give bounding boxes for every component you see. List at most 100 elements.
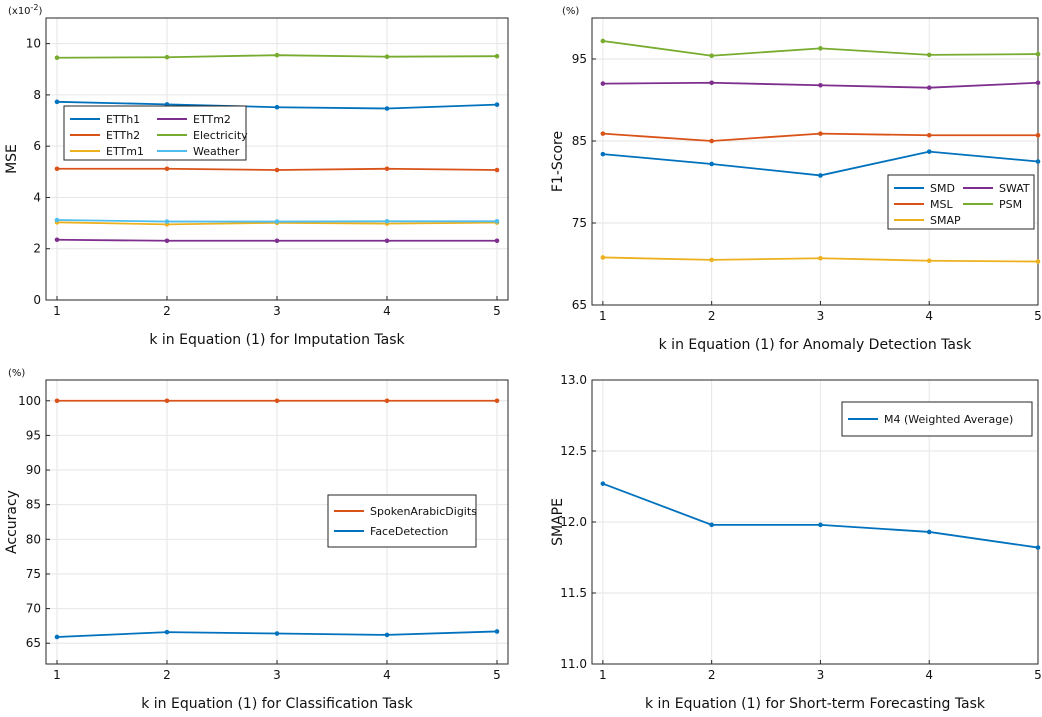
y-tick-label: 95 (572, 52, 587, 66)
data-point (164, 238, 170, 244)
y-axis-label: F1-Score (550, 131, 566, 192)
legend-label: SMD (930, 182, 955, 195)
legend: M4 (Weighted Average) (841, 401, 1033, 437)
legend-label: PSM (999, 198, 1022, 211)
data-point (274, 631, 280, 636)
data-point (54, 99, 60, 105)
legend-label: Electricity (193, 129, 248, 142)
x-axis-label: k in Equation (1) for Classification Tas… (141, 696, 413, 712)
data-point (384, 238, 390, 244)
y-tick-label: 11.0 (560, 657, 587, 671)
y-tick-label: 80 (26, 532, 41, 546)
y-tick-label: 10 (26, 37, 41, 51)
x-tick-label: 3 (817, 309, 825, 323)
legend-label: SMAP (930, 214, 961, 227)
legend-label: ETTm1 (106, 145, 144, 158)
data-point (600, 151, 606, 157)
axis-unit-label: (%) (8, 368, 25, 379)
chart-panel-3: 1 2 3 4 5 65 70 75 80 85 90 95 100 (%) k in Equation (… (4, 368, 509, 712)
x-tick-label: 3 (273, 668, 281, 682)
data-point (818, 173, 823, 178)
data-point (54, 237, 60, 243)
x-tick-label: 1 (599, 668, 607, 682)
data-point (600, 255, 606, 260)
data-point (54, 217, 60, 223)
data-point (926, 132, 932, 138)
data-point (926, 52, 932, 58)
data-point (164, 398, 170, 404)
data-point (926, 85, 932, 90)
data-point (274, 398, 280, 404)
plot-frame (591, 17, 1039, 306)
y-tick-label: 70 (26, 602, 41, 616)
data-point (1035, 259, 1041, 264)
legend: ETTh1 ETTm2 ETTh2 Electricity ETTm1 Weather (63, 105, 248, 161)
x-tick-label: 4 (383, 668, 391, 682)
data-point (274, 238, 280, 244)
data-point (274, 104, 280, 110)
data-point (384, 106, 390, 111)
data-point (818, 522, 823, 528)
legend-label: ETTh1 (106, 113, 140, 126)
y-tick-label: 65 (26, 636, 41, 650)
data-point (494, 167, 500, 173)
x-tick-label: 1 (53, 304, 61, 318)
y-tick-label: 12.5 (560, 444, 587, 458)
data-point (54, 166, 60, 172)
legend-box (327, 494, 477, 548)
y-tick-label: 100 (18, 394, 41, 408)
y-tick-label: 85 (572, 134, 587, 148)
x-tick-label: 1 (53, 668, 61, 682)
data-point (1035, 545, 1041, 550)
y-tick-label: 95 (26, 428, 41, 442)
data-point (926, 529, 932, 535)
y-tick-label: 0 (33, 293, 41, 307)
data-point (1035, 132, 1041, 138)
chart-panel-4: 1 2 3 4 5 11.0 11.5 12.0 12.5 13.0 k in Equation (… (550, 373, 1042, 712)
x-tick-label: 1 (599, 309, 607, 323)
y-tick-label: 8 (33, 88, 41, 102)
legend-label: ETTm2 (193, 113, 231, 126)
x-tick-label: 5 (493, 668, 501, 682)
data-point (1035, 159, 1041, 164)
x-tick-label: 5 (493, 304, 501, 318)
data-point (818, 82, 823, 88)
data-point (164, 629, 170, 635)
x-tick-label: 2 (708, 309, 716, 323)
legend-label: FaceDetection (370, 525, 448, 538)
x-axis-label: k in Equation (1) for Imputation Task (149, 332, 405, 348)
data-point (818, 131, 823, 136)
data-point (1035, 80, 1041, 86)
data-point (709, 522, 714, 528)
data-point (818, 255, 823, 261)
legend-label: Weather (193, 145, 240, 158)
data-point (384, 54, 390, 60)
axis-unit-label: (%) (562, 6, 579, 17)
data-point (274, 167, 280, 173)
x-tick-label: 5 (1034, 668, 1042, 682)
legend: SpokenArabicDigits FaceDetection (327, 494, 477, 548)
data-point (274, 219, 280, 224)
data-point (164, 54, 170, 60)
y-axis-label: MSE (4, 144, 20, 174)
data-point (54, 634, 60, 640)
chart-panel-2: 1 2 3 4 5 65 75 85 95 (%) k in Equation (1) for An… (550, 6, 1042, 353)
y-tick-label: 2 (33, 242, 41, 256)
data-point (494, 102, 500, 107)
data-point (494, 629, 500, 634)
y-tick-label: 6 (33, 139, 41, 153)
x-tick-label: 2 (163, 668, 171, 682)
y-tick-label: 65 (572, 298, 587, 312)
data-point (164, 219, 170, 224)
data-point (709, 80, 714, 86)
data-point (709, 257, 714, 263)
y-axis-label: Accuracy (4, 490, 20, 554)
legend-label: M4 (Weighted Average) (884, 413, 1013, 426)
data-point (926, 258, 932, 264)
data-point (709, 53, 714, 59)
y-tick-label: 75 (572, 216, 587, 230)
y-tick-label: 90 (26, 463, 41, 477)
data-point (600, 81, 606, 86)
data-point (384, 218, 390, 224)
